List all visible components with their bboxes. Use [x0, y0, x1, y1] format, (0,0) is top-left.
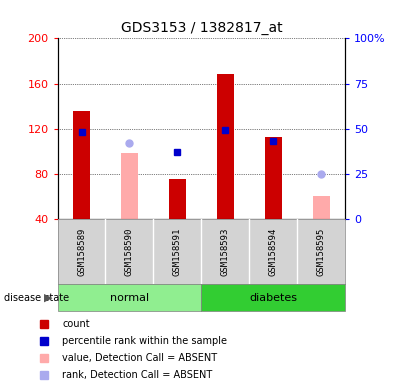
Bar	[121, 154, 138, 219]
Bar	[313, 196, 330, 219]
Text: rank, Detection Call = ABSENT: rank, Detection Call = ABSENT	[62, 370, 213, 381]
FancyBboxPatch shape	[58, 284, 201, 311]
Text: GSM158590: GSM158590	[125, 227, 134, 276]
Title: GDS3153 / 1382817_at: GDS3153 / 1382817_at	[120, 21, 282, 35]
Text: diabetes: diabetes	[249, 293, 297, 303]
Bar	[265, 137, 282, 219]
Text: GSM158591: GSM158591	[173, 227, 182, 276]
Text: normal: normal	[110, 293, 149, 303]
Bar	[73, 111, 90, 219]
Text: GSM158594: GSM158594	[269, 227, 278, 276]
Text: value, Detection Call = ABSENT: value, Detection Call = ABSENT	[62, 353, 217, 363]
FancyBboxPatch shape	[201, 284, 345, 311]
Bar	[217, 74, 234, 219]
Text: count: count	[62, 318, 90, 329]
Text: GSM158595: GSM158595	[317, 227, 326, 276]
Text: GSM158593: GSM158593	[221, 227, 230, 276]
Text: ▶: ▶	[44, 293, 53, 303]
Text: percentile rank within the sample: percentile rank within the sample	[62, 336, 227, 346]
Bar	[169, 179, 186, 219]
Text: GSM158589: GSM158589	[77, 227, 86, 276]
Text: disease state: disease state	[4, 293, 69, 303]
